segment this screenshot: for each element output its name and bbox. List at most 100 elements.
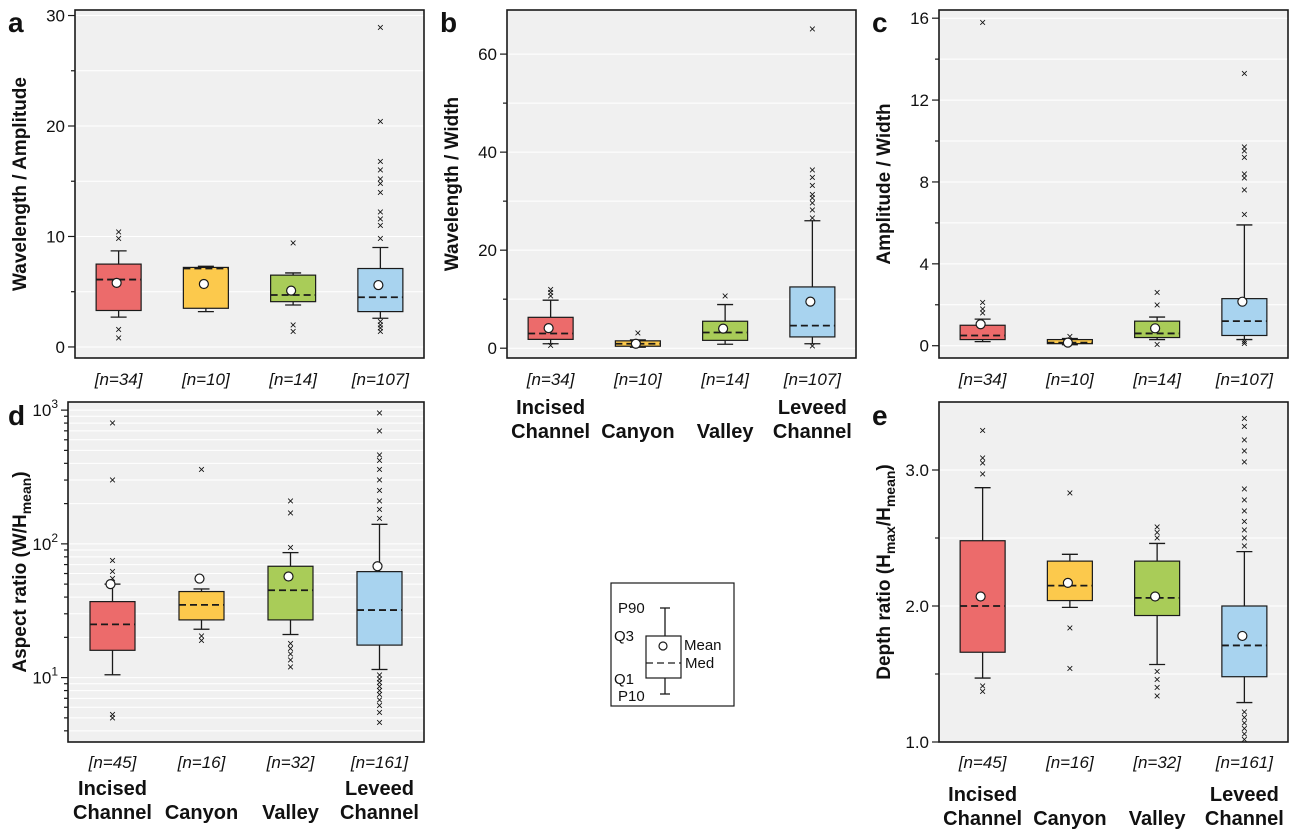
mean-marker: [373, 279, 384, 291]
outlier-point: ×: [376, 511, 383, 525]
n-label-canyon: [n=16]: [177, 753, 227, 772]
outlier-point: ×: [1241, 183, 1248, 197]
outlier-point: ×: [376, 424, 383, 438]
outlier-point: ×: [722, 289, 729, 303]
y-tick-label: 2.0: [905, 597, 929, 616]
outlier-point: ×: [979, 424, 986, 438]
outlier-point: ×: [376, 503, 383, 517]
legend-p10-label: P10: [618, 688, 645, 705]
outlier-point: ×: [1241, 419, 1248, 433]
outlier-point: ×: [1241, 504, 1248, 518]
outlier-point: ×: [377, 321, 384, 335]
outlier-point: ×: [115, 225, 122, 239]
category-label-valley: Valley: [697, 421, 755, 443]
outlier-point: ×: [377, 205, 384, 219]
outlier-point: ×: [377, 315, 384, 329]
box-valley: ××××××××: [267, 494, 314, 674]
outlier-point: ×: [1154, 298, 1161, 312]
outlier-point: ×: [1154, 520, 1161, 534]
plot-frame-a: [74, 9, 425, 359]
panel-letter-a: a: [8, 7, 24, 38]
y-tick-label: 30: [46, 7, 65, 26]
outlier-point: ×: [1154, 531, 1161, 545]
outlier-point: ×: [377, 21, 384, 35]
outlier-point: ×: [115, 232, 122, 246]
iqr-box: [1134, 560, 1181, 617]
outlier-point: ×: [809, 203, 816, 217]
n-label-leveed-channel: [n=107]: [1215, 370, 1274, 389]
y-tick-label: 16: [910, 9, 929, 28]
outlier-point: ×: [376, 494, 383, 508]
n-label-canyon: [n=10]: [613, 370, 663, 389]
plot-frame-c: [938, 9, 1289, 359]
y-tick-label: 20: [478, 241, 497, 260]
n-label-valley: [n=32]: [266, 753, 316, 772]
y-tick-label: 12: [910, 91, 929, 110]
n-label-incised-channel: [n=45]: [88, 753, 138, 772]
y-tick-label: 60: [478, 45, 497, 64]
outlier-point: ×: [1241, 711, 1248, 725]
outlier-point: ×: [287, 636, 294, 650]
iqr-box: [89, 601, 136, 651]
outlier-point: ×: [809, 211, 816, 225]
outlier-point: ×: [287, 540, 294, 554]
y-tick-label: 0: [56, 338, 65, 357]
box-incised-channel: ××××××: [959, 424, 1006, 699]
outlier-point: ×: [1241, 66, 1248, 80]
outlier-point: ×: [376, 473, 383, 487]
y-axis-label: Depth ratio (Hmax/Hmean): [874, 464, 898, 680]
outlier-point: ×: [377, 318, 384, 332]
outlier-point: ×: [547, 289, 554, 303]
outlier-point: ×: [377, 218, 384, 232]
category-label-valley: Valley: [1129, 808, 1187, 830]
legend-q3-label: Q3: [614, 628, 634, 645]
outlier-point: ×: [290, 318, 297, 332]
n-label-canyon: [n=16]: [1045, 753, 1095, 772]
outlier-point: ×: [979, 456, 986, 470]
outlier-point: ×: [1241, 411, 1248, 425]
outlier-point: ×: [376, 406, 383, 420]
n-label-leveed-channel: [n=161]: [1215, 753, 1274, 772]
box-canyon: ×: [1046, 330, 1093, 348]
legend-median-label: Med: [685, 655, 714, 672]
category-labels-bottom-left: Incised Channel Canyon Valley Leveed Channel: [73, 778, 419, 824]
outlier-point: ×: [287, 506, 294, 520]
y-tick-label: 40: [478, 143, 497, 162]
outlier-point: ×: [1154, 664, 1161, 678]
outlier-point: ×: [809, 196, 816, 210]
y-axis-label: Aspect ratio (W/Hmean): [10, 471, 34, 672]
outlier-point: ×: [290, 236, 297, 250]
mean-marker: [372, 561, 383, 572]
outlier-point: ×: [376, 687, 383, 701]
outlier-point: ×: [979, 306, 986, 320]
plot-frame-e: [938, 401, 1289, 743]
outlier-point: ×: [1241, 335, 1248, 349]
y-tick-label: 0: [920, 337, 929, 356]
mean-marker: [1062, 577, 1073, 588]
box-leveed-channel: ××××××××××: [789, 22, 836, 353]
mean-marker: [105, 579, 116, 590]
outlier-point: ×: [979, 685, 986, 699]
outlier-point: ×: [979, 679, 986, 693]
outlier-point: ×: [376, 698, 383, 712]
mean-marker: [111, 277, 122, 288]
outlier-point: ×: [1066, 486, 1073, 500]
panel-letter-b: b: [440, 7, 457, 38]
box-valley: ×××: [270, 236, 317, 338]
n-label-leveed-channel: [n=161]: [350, 753, 409, 772]
mean-marker: [975, 591, 986, 602]
panel-letter-c: c: [872, 7, 888, 38]
outlier-point: ×: [109, 565, 116, 579]
outlier-point: ×: [1241, 482, 1248, 496]
outlier-point: ×: [376, 684, 383, 698]
y-tick-label: 3.0: [905, 461, 929, 480]
outlier-point: ×: [1241, 539, 1248, 553]
category-label-valley: Valley: [262, 802, 320, 824]
outlier-point: ×: [979, 15, 986, 29]
outlier-point: ×: [377, 172, 384, 186]
n-label-valley: [n=14]: [700, 370, 750, 389]
outlier-point: ×: [377, 176, 384, 190]
